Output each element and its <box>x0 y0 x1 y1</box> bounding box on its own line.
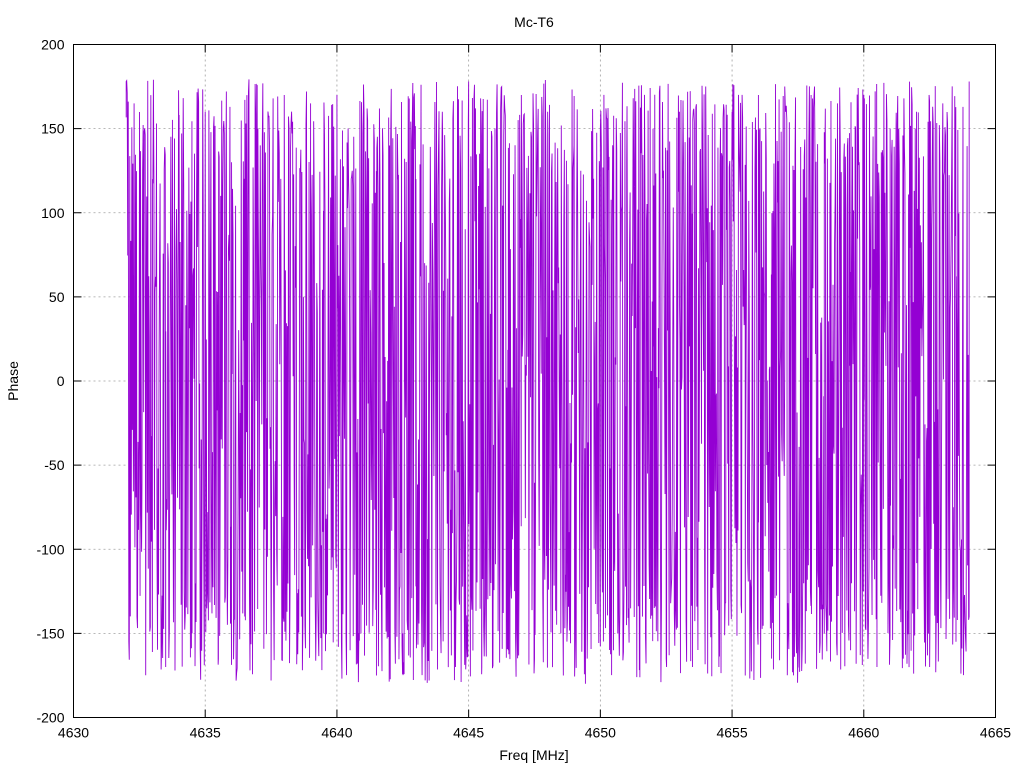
series-group <box>125 79 970 684</box>
chart-title: Mc-T6 <box>514 14 554 30</box>
x-tick-label: 4660 <box>848 725 879 741</box>
x-tick-label: 4665 <box>980 725 1011 741</box>
y-tick-label: -100 <box>36 541 64 557</box>
phase-series-line <box>125 79 970 684</box>
x-tick-label: 4630 <box>58 725 89 741</box>
y-tick-label: -200 <box>36 710 64 726</box>
x-axis-label: Freq [MHz] <box>499 747 568 763</box>
x-tick-label: 4645 <box>453 725 484 741</box>
y-tick-labels: -200 -150 -100 -50 0 50 100 150 200 <box>36 37 64 726</box>
x-tick-label: 4635 <box>190 725 221 741</box>
y-tick-label: -150 <box>36 625 64 641</box>
x-tick-label: 4640 <box>321 725 352 741</box>
x-tick-label: 4650 <box>585 725 616 741</box>
y-tick-label: 150 <box>41 121 65 137</box>
x-tick-labels: 4630 4635 4640 4645 4650 4655 4660 4665 <box>58 725 1011 741</box>
y-tick-label: 200 <box>41 37 65 53</box>
y-axis-label: Phase <box>5 361 21 401</box>
y-tick-label: 0 <box>57 373 65 389</box>
ticks <box>73 44 996 718</box>
y-tick-label: 100 <box>41 205 65 221</box>
y-tick-label: 50 <box>49 289 65 305</box>
x-tick-label: 4655 <box>716 725 747 741</box>
y-tick-label: -50 <box>44 457 64 473</box>
